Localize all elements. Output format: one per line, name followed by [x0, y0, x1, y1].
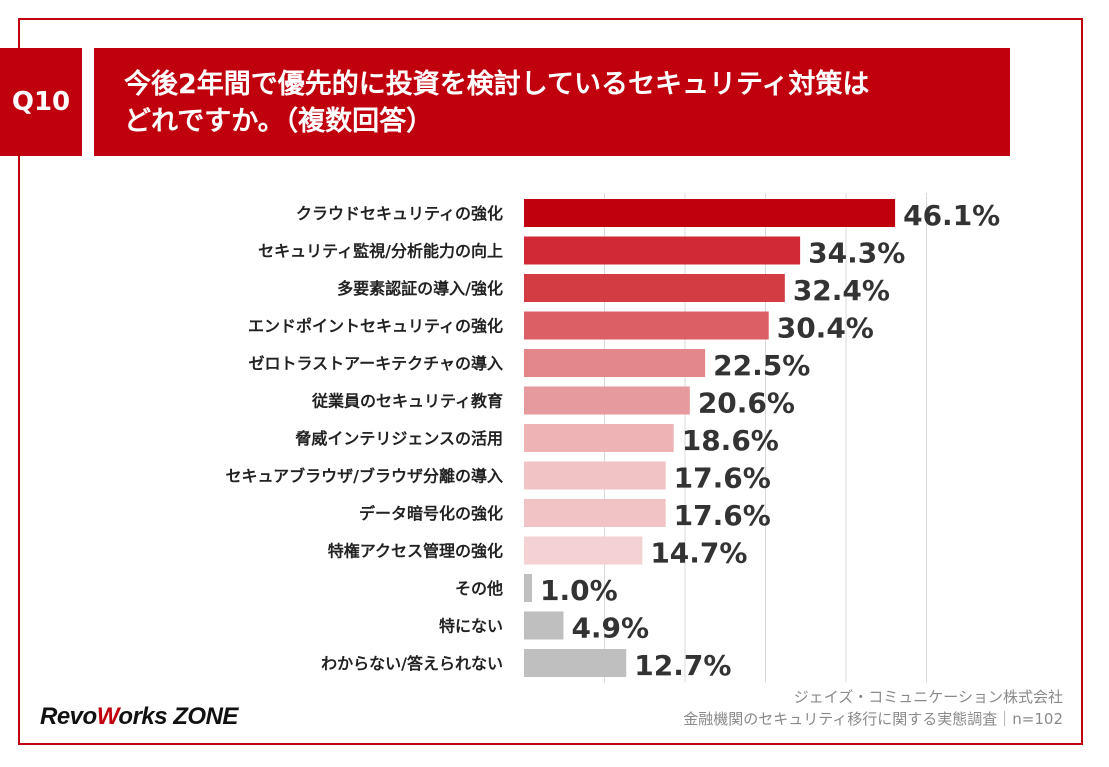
value-label: 30.4%	[777, 312, 874, 345]
bar	[524, 424, 674, 452]
value-label: 46.1%	[903, 199, 1000, 232]
category-label: 特権アクセス管理の強化	[328, 542, 503, 561]
bar	[524, 574, 533, 602]
value-label: 17.6%	[674, 499, 771, 532]
value-label: 18.6%	[682, 424, 779, 457]
value-label: 14.7%	[650, 537, 747, 570]
question-title: 今後2年間で優先的に投資を検討しているセキュリティ対策は どれですか。（複数回答…	[94, 48, 1010, 156]
bar	[524, 236, 801, 265]
value-label: 34.3%	[808, 237, 905, 270]
question-title-line1: 今後2年間で優先的に投資を検討しているセキュリティ対策は	[124, 69, 870, 100]
category-label: セキュリティ監視/分析能力の向上	[258, 242, 503, 261]
value-labels: 46.1% 34.3% 32.4% 30.4% 22.5% 20.6% 18.6% 17.6%…	[540, 199, 1000, 682]
category-label: セキュアブラウザ/ブラウザ分離の導入	[225, 467, 503, 486]
value-label: 12.7%	[634, 649, 731, 682]
question-number: Q10	[11, 87, 71, 117]
category-labels: クラウドセキュリティの強化セキュリティ監視/分析能力の向上多要素認証の導入/強化…	[225, 204, 503, 673]
chart-bars	[524, 199, 896, 677]
value-label: 22.5%	[713, 349, 810, 382]
value-label: 32.4%	[793, 274, 890, 307]
value-label: 1.0%	[540, 574, 618, 607]
footer-source: ジェイズ・コミュニケーション株式会社 金融機関のセキュリティ移行に関する実態調査…	[683, 686, 1063, 730]
bar	[524, 349, 706, 377]
bar	[524, 649, 627, 677]
category-label: クラウドセキュリティの強化	[296, 204, 503, 223]
bar	[524, 536, 643, 565]
logo-orks-zone: orks ZONE	[118, 703, 238, 730]
category-label: エンドポイントセキュリティの強化	[248, 317, 503, 336]
category-label: データ暗号化の強化	[359, 504, 503, 523]
category-label: 特にない	[439, 617, 503, 636]
logo-revo: Revo	[40, 703, 97, 730]
bar	[524, 499, 666, 527]
category-label: わからない/答えられない	[321, 654, 503, 673]
value-label: 4.9%	[571, 612, 649, 645]
category-label: 多要素認証の導入/強化	[337, 279, 503, 298]
bar	[524, 311, 769, 340]
footer-company: ジェイズ・コミュニケーション株式会社	[793, 688, 1063, 706]
category-label: 脅威インテリジェンスの活用	[294, 429, 503, 448]
footer-survey: 金融機関のセキュリティ移行に関する実態調査｜n=102	[683, 710, 1063, 728]
question-title-line2: どれですか。（複数回答）	[124, 106, 434, 137]
value-label: 17.6%	[674, 462, 771, 495]
bar	[524, 386, 690, 415]
category-label: ゼロトラストアーキテクチャの導入	[248, 354, 503, 373]
bar	[524, 611, 564, 640]
bar	[524, 199, 896, 227]
page-frame	[18, 18, 1083, 745]
bar	[524, 274, 785, 302]
brand-logo: RevoWorks ZONE	[40, 703, 238, 731]
category-label: 従業員のセキュリティ教育	[311, 392, 503, 411]
logo-w: W	[96, 703, 119, 730]
bar	[524, 461, 666, 490]
category-label: その他	[455, 579, 503, 598]
question-number-badge: Q10	[0, 48, 82, 156]
value-label: 20.6%	[698, 387, 795, 420]
